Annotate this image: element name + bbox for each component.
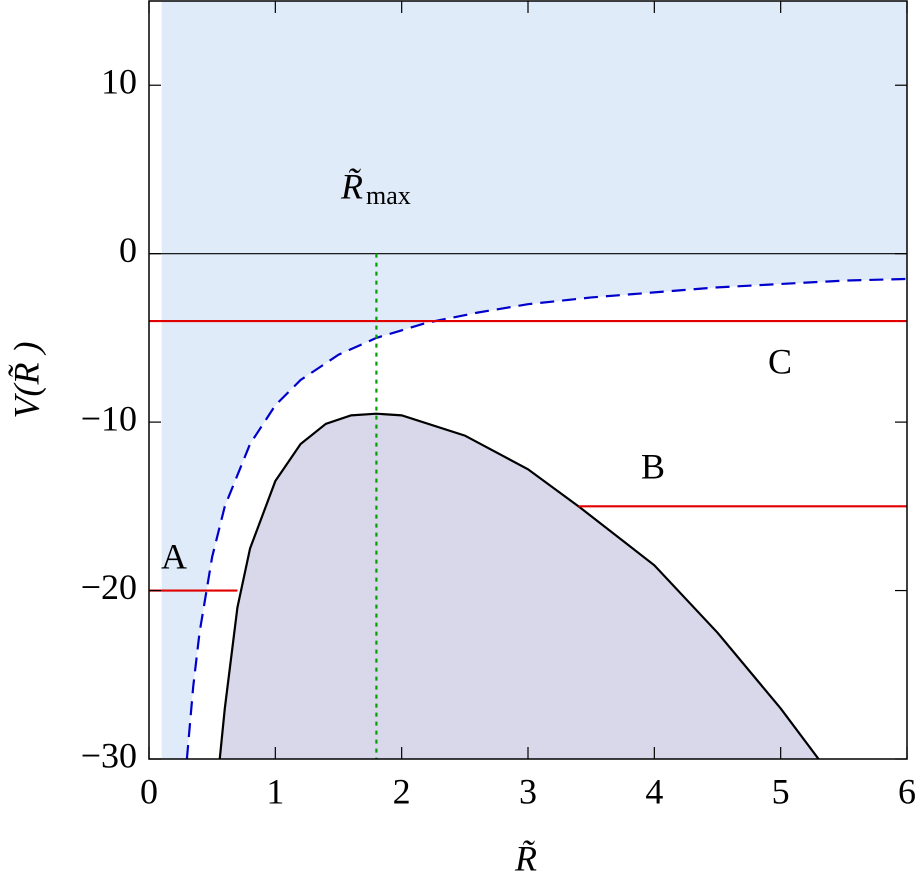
region-label: C — [768, 341, 792, 381]
rmax-symbol: R̃ — [340, 166, 363, 206]
x-tick-label: 6 — [898, 771, 916, 811]
y-tick-label: 10 — [101, 61, 137, 101]
rmax-subscript: max — [366, 181, 411, 210]
y-tick-label: −20 — [81, 567, 137, 607]
x-tick-label: 3 — [519, 771, 537, 811]
region-label: A — [161, 536, 187, 576]
region-label: B — [641, 446, 665, 486]
shaded-region — [161, 1, 907, 759]
y-tick-label: −10 — [81, 398, 137, 438]
series-line — [218, 412, 820, 759]
y-tick-label: 0 — [119, 230, 137, 270]
filled-region — [219, 413, 819, 759]
x-tick-label: 2 — [393, 771, 411, 811]
x-tick-label: 0 — [140, 771, 158, 811]
x-tick-label: 1 — [266, 771, 284, 811]
x-tick-label: 4 — [645, 771, 663, 811]
x-tick-label: 5 — [772, 771, 790, 811]
plot-area — [149, 1, 907, 759]
y-tick-label: −30 — [81, 735, 137, 775]
x-axis-title: R̃ — [514, 838, 537, 878]
y-axis-title: V(R̃ ) — [6, 342, 46, 419]
